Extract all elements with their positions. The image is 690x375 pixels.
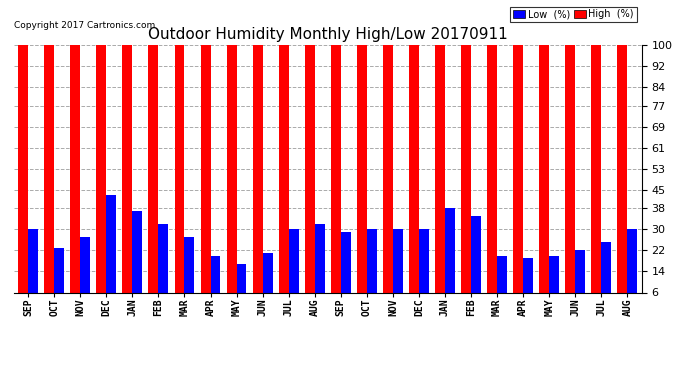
Bar (226, 45, 237, 308)
Bar (367, 229, 377, 308)
Bar (44, 45, 55, 308)
Bar (305, 45, 315, 308)
Bar (288, 229, 299, 308)
Bar (565, 45, 575, 308)
Title: Outdoor Humidity Monthly High/Low 20170911: Outdoor Humidity Monthly High/Low 201709… (148, 27, 508, 42)
Bar (315, 224, 324, 308)
Bar (513, 45, 523, 308)
Bar (70, 45, 80, 308)
Bar (575, 251, 585, 308)
Bar (132, 211, 142, 308)
Bar (383, 45, 393, 308)
Bar (279, 45, 288, 308)
Bar (409, 45, 419, 308)
Bar (148, 45, 159, 308)
Bar (263, 253, 273, 308)
Bar (159, 224, 168, 308)
Bar (237, 264, 246, 308)
Bar (435, 45, 445, 308)
Bar (80, 237, 90, 308)
Bar (627, 229, 638, 308)
Bar (184, 237, 195, 308)
Bar (331, 45, 341, 308)
Legend: Low  (%), High  (%): Low (%), High (%) (510, 6, 637, 22)
Bar (445, 208, 455, 308)
Bar (55, 248, 64, 308)
Bar (253, 45, 263, 308)
Bar (497, 256, 507, 308)
Text: Copyright 2017 Cartronics.com: Copyright 2017 Cartronics.com (14, 21, 155, 30)
Bar (419, 229, 429, 308)
Bar (201, 45, 210, 308)
Bar (357, 45, 367, 308)
Bar (618, 45, 627, 308)
Bar (122, 45, 132, 308)
Bar (523, 258, 533, 308)
Bar (341, 232, 351, 308)
Bar (591, 45, 601, 308)
Bar (471, 216, 481, 308)
Bar (540, 45, 549, 308)
Bar (28, 229, 38, 308)
Bar (106, 195, 116, 308)
Bar (18, 45, 28, 308)
Bar (97, 45, 106, 308)
Bar (210, 256, 220, 308)
Bar (393, 229, 403, 308)
Bar (487, 45, 497, 308)
Bar (461, 45, 471, 308)
Bar (175, 45, 184, 308)
Bar (549, 256, 559, 308)
Bar (601, 243, 611, 308)
